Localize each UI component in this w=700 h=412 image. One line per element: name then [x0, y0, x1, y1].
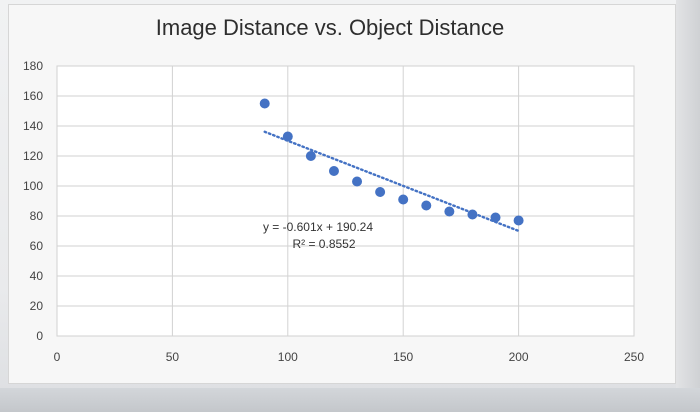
chart-title: Image Distance vs. Object Distance	[156, 15, 504, 40]
x-tick-label: 0	[54, 350, 61, 364]
gridlines	[56, 65, 635, 337]
y-tick-label: 160	[23, 89, 43, 103]
data-point	[328, 166, 339, 176]
data-point	[305, 151, 316, 161]
trendline-equation: y = -0.601x + 190.24	[263, 220, 373, 234]
x-tick-label: 250	[624, 350, 644, 364]
data-point	[375, 187, 386, 197]
y-tick-label: 100	[23, 179, 43, 193]
data-point	[259, 98, 270, 109]
data-point	[513, 215, 524, 226]
y-tick-label: 80	[30, 209, 44, 223]
y-tick-label: 140	[23, 119, 43, 133]
data-point	[282, 131, 293, 142]
data-point	[421, 200, 432, 211]
data-point	[352, 176, 363, 187]
x-tick-label: 100	[278, 350, 298, 364]
y-tick-label: 120	[23, 149, 43, 163]
x-tick-label: 50	[166, 350, 180, 364]
data-points	[259, 98, 524, 226]
y-axis-ticks: 0 20 40 60 80 100 120 140 160 180	[23, 59, 43, 343]
x-tick-label: 150	[393, 350, 413, 364]
data-point	[490, 212, 501, 223]
y-tick-label: 0	[36, 329, 43, 343]
page-edge	[676, 0, 700, 412]
x-tick-label: 200	[509, 350, 529, 364]
y-tick-label: 180	[23, 59, 43, 73]
x-axis-ticks: 0 50 100 150 200 250	[54, 350, 645, 364]
y-tick-label: 60	[30, 239, 44, 253]
y-tick-label: 20	[30, 299, 44, 313]
data-point	[444, 206, 455, 217]
plot-background	[56, 65, 635, 337]
data-point	[398, 194, 409, 205]
data-point	[467, 209, 478, 220]
plot-area	[56, 65, 635, 337]
y-tick-label: 40	[30, 269, 44, 283]
r-squared-label: R² = 0.8552	[292, 237, 355, 251]
desk-surface	[0, 388, 700, 412]
